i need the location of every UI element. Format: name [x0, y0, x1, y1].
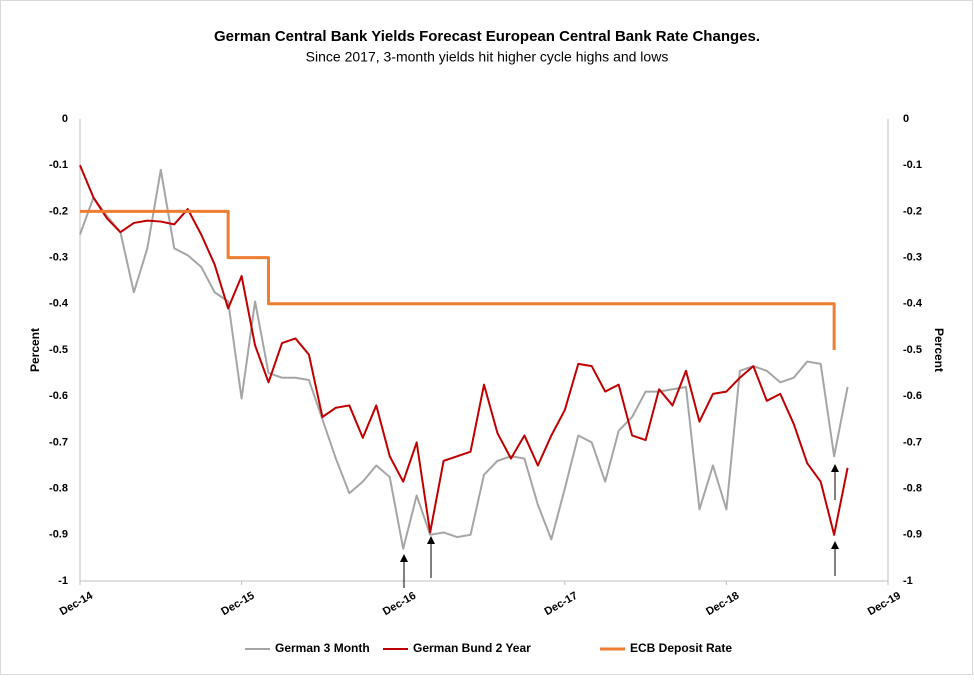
y2-tick-label: -0.4 [903, 298, 923, 310]
y-axis-label: Percent [28, 328, 42, 372]
y-tick-label: -0.3 [49, 252, 68, 264]
y2-tick-label: -1 [903, 575, 913, 587]
y2-tick-label: -0.2 [903, 205, 922, 217]
y-tick-label: -0.1 [49, 159, 68, 171]
legend-label: German Bund 2 Year [413, 641, 531, 655]
y-tick-label: -1 [58, 575, 68, 587]
y-tick-label: -0.9 [49, 529, 68, 541]
y2-tick-label: -0.7 [903, 436, 922, 448]
legend-item: ECB Deposit Rate [600, 641, 732, 655]
y-tick-label: -0.8 [49, 483, 68, 495]
y2-tick-label: -0.3 [903, 252, 922, 264]
y2-tick-label: -0.5 [903, 344, 922, 356]
y2-axis-label: Percent [932, 328, 946, 372]
y2-tick-label: -0.9 [903, 529, 922, 541]
y2-tick-label: -0.6 [903, 390, 922, 402]
series-line [80, 209, 836, 350]
series-line [79, 168, 849, 550]
annotation-arrows [400, 464, 839, 588]
y-tick-label: -0.5 [49, 344, 68, 356]
legend-item: German 3 Month [245, 641, 370, 655]
y-tick-label: -0.7 [49, 436, 68, 448]
legend-label: ECB Deposit Rate [630, 641, 732, 655]
legend-item: German Bund 2 Year [383, 641, 531, 655]
y-tick-label: 0 [62, 113, 68, 125]
y-tick-label: -0.6 [49, 390, 68, 402]
y2-tick-label: 0 [903, 113, 909, 125]
chart-title: German Central Bank Yields Forecast Euro… [214, 28, 760, 45]
chart-subtitle: Since 2017, 3-month yields hit higher cy… [306, 49, 669, 65]
y-tick-label: -0.2 [49, 205, 68, 217]
y2-tick-label: -0.1 [903, 159, 922, 171]
legend-label: German 3 Month [275, 641, 370, 655]
series-line [79, 164, 849, 536]
y2-tick-label: -0.8 [903, 483, 922, 495]
y-tick-label: -0.4 [49, 298, 69, 310]
